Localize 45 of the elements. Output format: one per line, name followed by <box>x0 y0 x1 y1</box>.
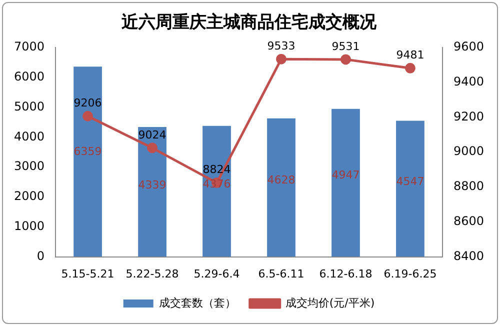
point <box>147 142 158 154</box>
point <box>404 62 416 74</box>
data-label: 4547 <box>396 174 424 188</box>
x-tick-label: 6.5-6.11 <box>258 267 304 280</box>
y2-tick-label: 8400 <box>453 248 484 263</box>
chart-title: 近六周重庆主城商品住宅成交概况 <box>120 12 378 33</box>
y-tick-label: 0 <box>36 248 45 263</box>
bar <box>202 126 231 257</box>
y2-tick-label: 9400 <box>453 74 484 88</box>
x-tick-label: 6.12-6.18 <box>319 267 372 280</box>
y-tick-label: 3000 <box>14 159 45 174</box>
point <box>340 54 351 65</box>
bar <box>396 120 424 257</box>
bar <box>267 118 296 257</box>
data-label: 9531 <box>332 40 360 53</box>
x-tick-label: 6.19-6.25 <box>384 267 437 280</box>
data-label: 4947 <box>332 168 360 182</box>
data-label: 4339 <box>138 178 166 192</box>
bar <box>332 108 360 257</box>
data-label: 9024 <box>138 128 166 142</box>
y-tick-label: 5000 <box>14 99 45 114</box>
y-tick-label: 1000 <box>14 219 45 234</box>
y2-tick-label: 9200 <box>453 109 484 124</box>
y2-tick-label: 9000 <box>453 144 484 158</box>
point <box>276 54 286 64</box>
y2-tick-label: 8600 <box>453 214 484 228</box>
x-tick-label: 5.29-6.4 <box>194 267 240 280</box>
legend-label: 成交套数（套） <box>158 296 236 310</box>
data-label: 4628 <box>267 174 296 187</box>
legend-label: 成交均价(元/平米) <box>285 296 375 310</box>
y2-tick-label: 9600 <box>453 40 484 54</box>
x-tick-label: 5.22-5.28 <box>126 267 179 280</box>
y-tick-label: 6000 <box>14 69 45 84</box>
bar <box>138 127 166 257</box>
data-label: 9206 <box>74 96 102 110</box>
data-label: 6359 <box>74 145 102 158</box>
y2-tick-label: 8800 <box>453 179 484 194</box>
y-tick-label: 4000 <box>14 129 45 144</box>
bar <box>74 66 102 257</box>
data-label: 9533 <box>267 39 296 52</box>
x-tick-label: 5.15-5.21 <box>61 267 114 280</box>
y-tick-label: 2000 <box>14 189 45 204</box>
point <box>82 110 94 122</box>
y-tick-label: 7000 <box>14 40 45 54</box>
data-label: 9481 <box>396 48 424 62</box>
